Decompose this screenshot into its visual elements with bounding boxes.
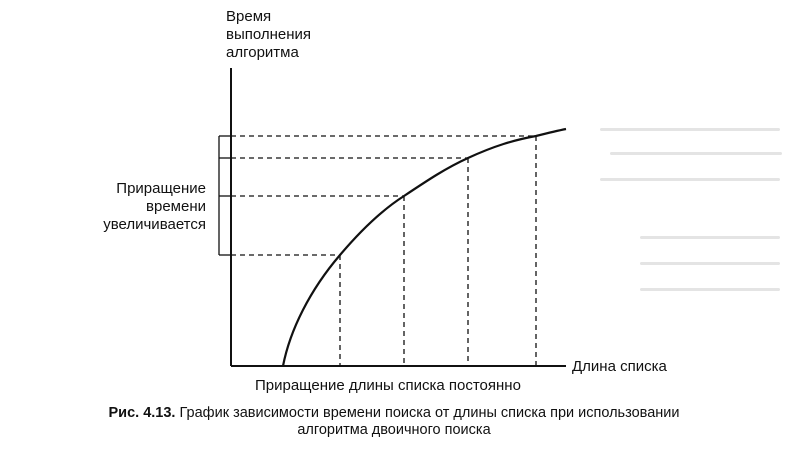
time-increment-label-line: увеличивается [103,216,206,233]
log-curve [281,127,567,367]
time-increment-label-line: времени [146,198,206,215]
caption-line-1: Рис. 4.13. График зависимости времени по… [0,405,788,422]
caption-line-2: алгоритма двоичного поиска [297,422,491,438]
caption-text-1: График зависимости времени поиска от дли… [179,405,680,421]
y-axis-label-line: алгоритма [226,44,299,61]
length-increment-label: Приращение длины списка постоянно [255,377,521,394]
x-axis-label: Длина списка [572,358,667,375]
horizontal-guides [231,135,536,256]
time-increment-bracket [218,135,231,256]
y-axis-label: Время выполнения алгоритма [226,8,311,62]
y-axis-label-line: выполнения [226,26,312,43]
time-increment-label-line: Приращение [116,180,206,197]
time-increment-label: Приращение времени увеличивается [88,180,206,234]
figure-number: Рис. 4.13. [108,405,176,421]
vertical-guides [339,136,537,366]
y-axis-label-line: Время [226,8,272,25]
figure-caption: Рис. 4.13. График зависимости времени по… [0,405,788,439]
